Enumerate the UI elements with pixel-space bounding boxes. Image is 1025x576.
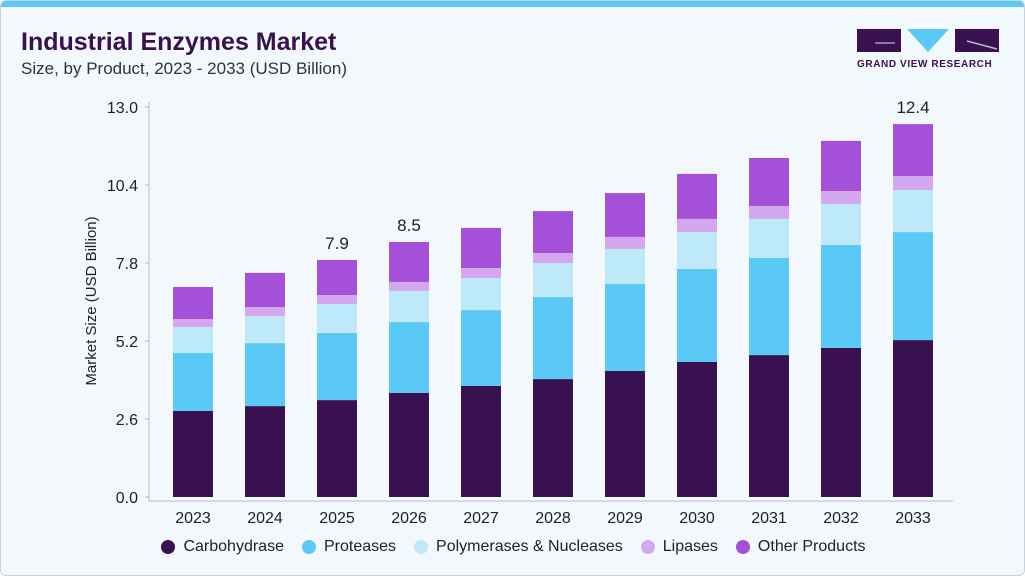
y-tick-label: 7.8 [116,256,138,273]
bar-segment-other-products-2031 [749,158,789,206]
bar-segment-proteases-2027 [461,310,501,386]
bar-segment-carbohydrase-2032 [821,347,861,497]
legend-label: Other Products [757,538,866,555]
bar-segment-carbohydrase-2023 [173,410,213,497]
bar-segment-other-products-2025 [317,260,357,296]
accent-bar [1,1,1024,7]
data-label: 12.4 [896,98,929,117]
x-tick-label: 2033 [895,510,931,527]
bar-segment-other-products-2026 [389,242,429,282]
x-tick-label: 2025 [319,510,355,527]
bar-segment-proteases-2032 [821,245,861,348]
bar-segment-carbohydrase-2024 [245,406,285,497]
chart-title: Industrial Enzymes Market [21,28,337,56]
logo-text: GRAND VIEW RESEARCH [857,59,993,70]
legend-marker [640,540,655,554]
bar-segment-polymerases-nucleases-2027 [461,278,501,311]
bar-segment-proteases-2030 [677,269,717,362]
bar-segment-lipases-2030 [677,218,717,233]
bar-segment-proteases-2029 [605,284,645,371]
bar-segment-carbohydrase-2028 [533,379,573,497]
legend-item: Other Products [735,538,866,556]
bar-segment-polymerases-nucleases-2030 [677,232,717,269]
bar-segment-proteases-2025 [317,332,357,401]
bar-segment-carbohydrase-2031 [749,355,789,497]
bar-segment-proteases-2026 [389,322,429,393]
bar-segment-carbohydrase-2030 [677,362,717,497]
bar-segment-proteases-2033 [893,232,933,341]
bar-segment-other-products-2033 [893,124,933,176]
bar-segment-polymerases-nucleases-2025 [317,304,357,333]
legend-item: Lipases [640,538,718,556]
bar-segment-polymerases-nucleases-2026 [389,290,429,323]
legend-label: Lipases [662,538,718,555]
legend-label: Carbohydrase [183,538,284,555]
y-tick-label: 13.0 [107,100,138,117]
bar-segment-other-products-2032 [821,140,861,191]
bar-segment-lipases-2029 [605,236,645,249]
x-tick-label: 2026 [391,510,427,527]
bar-segment-proteases-2028 [533,296,573,380]
bar-segment-lipases-2026 [389,281,429,291]
y-tick-label: 2.6 [116,412,138,429]
bar-segment-polymerases-nucleases-2032 [821,203,861,245]
bar-segment-carbohydrase-2025 [317,400,357,497]
bar-segment-other-products-2029 [605,193,645,237]
x-tick-label: 2032 [823,510,859,527]
legend-label: Polymerases & Nucleases [436,538,623,555]
legend-item: Proteases [301,538,397,556]
bar-segment-lipases-2033 [893,176,933,191]
bar-segment-lipases-2023 [173,319,213,327]
bar-segment-other-products-2027 [461,227,501,269]
bar-segment-lipases-2025 [317,295,357,305]
data-label: 8.5 [397,216,421,235]
bar-segment-polymerases-nucleases-2023 [173,326,213,353]
y-tick-label: 5.2 [116,334,138,351]
y-axis-title: Market Size (USD Billion) [83,216,100,385]
legend-item: Polymerases & Nucleases [414,538,623,556]
bar-segment-proteases-2023 [173,353,213,411]
bar-segment-other-products-2030 [677,173,717,219]
legend: Carbohydrase Proteases Polymerases & Nucle… [1,538,1024,556]
x-tick-label: 2028 [535,510,571,527]
bar-segment-polymerases-nucleases-2033 [893,190,933,233]
x-tick-label: 2027 [463,510,499,527]
bar-segment-lipases-2031 [749,206,789,219]
y-tick-label: 10.4 [107,178,138,195]
bar-segment-polymerases-nucleases-2031 [749,218,789,258]
data-label: 7.9 [325,234,349,253]
bar-segment-carbohydrase-2027 [461,386,501,497]
legend-item: Carbohydrase [161,538,284,556]
bar-segment-proteases-2031 [749,257,789,356]
bar-segment-proteases-2024 [245,343,285,407]
bar-segment-lipases-2027 [461,268,501,278]
grand-view-research-logo [857,29,999,52]
x-tick-label: 2024 [247,510,283,527]
bar-segment-other-products-2023 [173,287,213,320]
bar-segment-lipases-2024 [245,307,285,317]
legend-marker [161,540,176,554]
bar-segment-carbohydrase-2033 [893,340,933,497]
bar-segment-other-products-2024 [245,272,285,308]
legend-marker [735,540,750,554]
y-tick-label: 0.0 [116,490,138,507]
legend-marker [414,540,429,554]
legend-label: Proteases [323,538,397,555]
x-tick-label: 2031 [751,510,787,527]
legend-marker [301,540,316,554]
bar-segment-polymerases-nucleases-2024 [245,316,285,344]
x-tick-label: 2023 [175,510,211,527]
bar-segment-polymerases-nucleases-2028 [533,263,573,297]
bar-segment-polymerases-nucleases-2029 [605,248,645,284]
bar-segment-other-products-2028 [533,211,573,254]
x-tick-label: 2030 [679,510,715,527]
x-tick-label: 2029 [607,510,643,527]
bar-segment-lipases-2028 [533,253,573,263]
bar-segment-carbohydrase-2029 [605,371,645,497]
bar-segment-carbohydrase-2026 [389,392,429,497]
bar-segment-lipases-2032 [821,191,861,204]
chart-subtitle: Size, by Product, 2023 - 2033 (USD Billi… [21,59,347,78]
